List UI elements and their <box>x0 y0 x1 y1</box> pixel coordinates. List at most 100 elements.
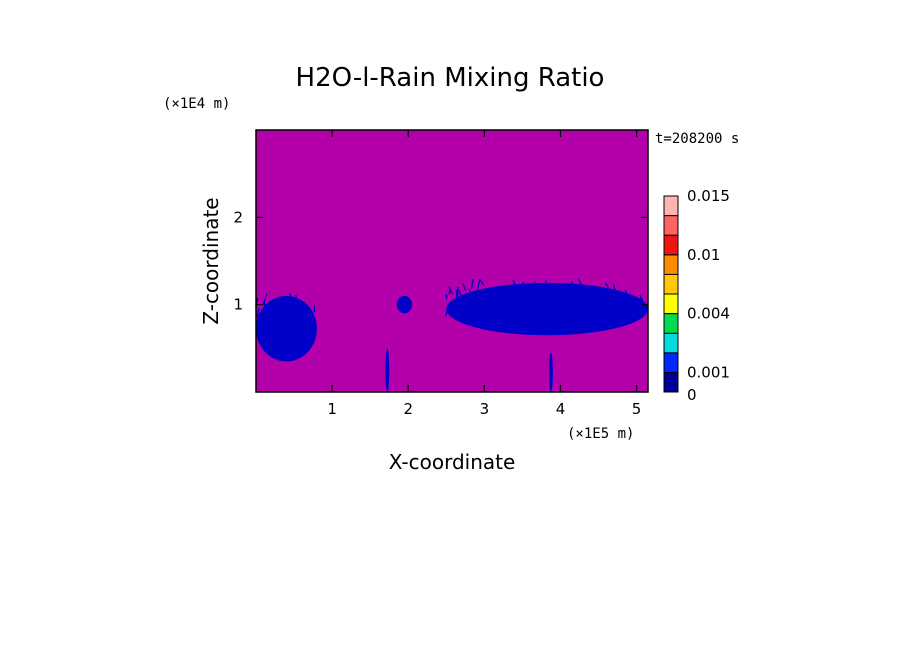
colorbar-swatch <box>663 234 679 256</box>
rain-streak <box>479 279 485 286</box>
rain-streak <box>506 307 509 315</box>
rain-streak <box>445 309 448 317</box>
rain-streak <box>607 291 613 299</box>
rain-streak <box>537 286 541 294</box>
rain-streak <box>285 313 290 321</box>
rain-streak <box>519 307 524 319</box>
rain-streak <box>593 294 597 304</box>
x-tick-label: 5 <box>632 400 642 418</box>
rain-regions <box>255 278 648 392</box>
rain-streak <box>512 279 518 290</box>
rain-streak <box>616 302 619 313</box>
colorbar-swatch <box>663 293 679 315</box>
colorbar-label: 0.004 <box>687 305 730 323</box>
plot-background <box>256 130 648 392</box>
rain-region-4 <box>385 348 390 392</box>
rain-streak <box>464 292 468 299</box>
y-ticks: 12 <box>233 208 648 314</box>
rain-streak <box>268 321 274 334</box>
rain-streak <box>493 295 496 302</box>
rain-streak <box>503 290 508 301</box>
rain-streak <box>479 303 482 313</box>
rain-streak <box>279 313 283 321</box>
rain-streak <box>545 280 549 289</box>
rain-streak <box>570 281 576 290</box>
rain-streak <box>530 280 536 290</box>
rain-streak <box>259 309 264 316</box>
rain-streak <box>602 300 607 311</box>
y-axis-label: Z-coordinate <box>199 197 223 324</box>
rain-streak <box>467 294 470 301</box>
plot-frame <box>255 129 649 393</box>
rain-streak <box>448 286 453 294</box>
time-label: t=208200 s <box>655 131 739 147</box>
rain-streak <box>628 298 633 308</box>
x-ticks: 1 2 3 4 5 <box>327 130 641 418</box>
rain-streak <box>482 299 487 310</box>
rain-streak <box>578 306 583 317</box>
rain-streak <box>458 289 463 298</box>
rain-streak <box>626 296 631 304</box>
rain-streak <box>551 304 556 312</box>
rain-streak <box>501 297 506 307</box>
rain-streak <box>552 291 557 303</box>
x-axis-label: X-coordinate <box>389 450 516 474</box>
y-tick-label: 1 <box>233 296 243 314</box>
x-tick-label: 4 <box>556 400 566 418</box>
rain-streak <box>557 296 563 305</box>
rain-streak <box>575 294 581 304</box>
rain-streak <box>575 290 579 301</box>
rain-streak <box>515 298 520 307</box>
rain-streak <box>577 278 583 286</box>
rain-streak <box>543 292 549 303</box>
chart-title: H2O-l-Rain Mixing Ratio <box>296 63 605 93</box>
rain-streak <box>276 305 282 317</box>
rain-streak <box>639 294 645 303</box>
colorbar-swatch <box>663 371 679 393</box>
rain-streak <box>553 287 557 295</box>
colorbar: 0 0.001 0.004 0.01 0.015 <box>663 187 730 404</box>
rain-streak <box>471 301 475 313</box>
rain-streak <box>624 308 627 320</box>
colorbar-swatch <box>663 254 679 275</box>
rain-streak <box>282 326 285 335</box>
rain-streak <box>490 296 493 303</box>
rain-streak <box>637 303 642 311</box>
colorbar-label: 0.001 <box>687 363 730 381</box>
colorbar-swatch <box>663 215 679 236</box>
x-tick-label: 1 <box>327 400 337 418</box>
rain-streak <box>501 289 505 297</box>
rain-streak <box>564 283 568 293</box>
rain-streak <box>266 307 270 317</box>
rain-streak <box>494 308 498 319</box>
rain-streak <box>476 278 481 291</box>
rain-streak <box>591 288 597 298</box>
rain-streak <box>462 283 467 291</box>
rain-streak <box>624 289 629 297</box>
rain-streak <box>290 309 296 321</box>
rain-region-1 <box>256 295 317 362</box>
rain-streak <box>505 309 511 316</box>
rain-streak <box>620 291 623 302</box>
rain-streak <box>613 284 616 293</box>
rain-streak <box>590 298 594 307</box>
rain-streak <box>639 297 643 306</box>
rain-streak <box>259 322 265 330</box>
rain-streak <box>530 300 534 307</box>
rain-streak <box>289 292 292 301</box>
rain-streak <box>535 308 540 317</box>
rain-streak <box>470 279 474 290</box>
rain-region-3 <box>446 282 648 336</box>
colorbar-label: 0.015 <box>687 187 730 205</box>
x-tick-label: 3 <box>480 400 490 418</box>
rain-streak <box>552 308 557 316</box>
rain-streak <box>269 301 273 308</box>
colorbar-swatch <box>663 332 679 354</box>
colorbar-swatch <box>663 352 679 373</box>
rain-streak <box>256 308 260 318</box>
colorbar-label: 0.01 <box>687 246 720 264</box>
rain-streak <box>271 329 277 338</box>
rain-streak <box>535 295 541 307</box>
